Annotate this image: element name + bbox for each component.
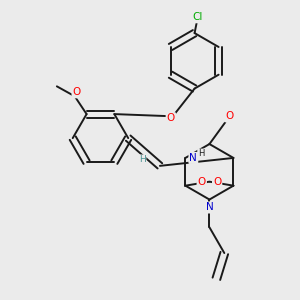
Text: N: N (190, 153, 197, 163)
Text: O: O (198, 177, 206, 187)
Text: Cl: Cl (192, 12, 203, 22)
Text: O: O (225, 111, 233, 121)
Text: N: N (206, 202, 213, 212)
Text: H: H (139, 155, 145, 164)
Text: H: H (198, 149, 205, 158)
Text: O: O (167, 113, 175, 123)
Text: O: O (73, 87, 81, 97)
Text: O: O (213, 177, 221, 187)
